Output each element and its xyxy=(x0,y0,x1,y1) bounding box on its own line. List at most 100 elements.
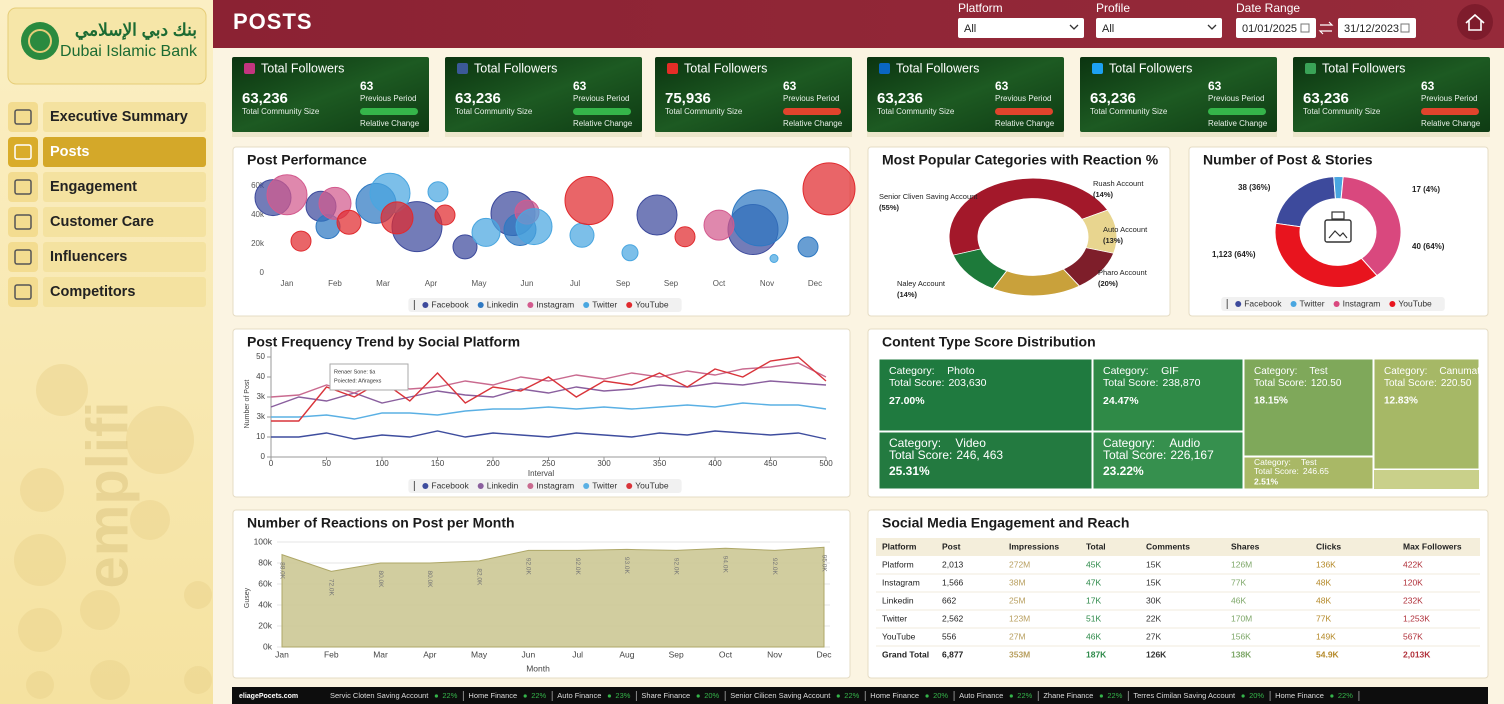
score-value: 120.50 xyxy=(1311,378,1342,389)
ticker-dot xyxy=(1241,694,1245,698)
ticker-value: 22% xyxy=(531,691,546,700)
area-series xyxy=(281,546,825,648)
kpi-value-caption: Total Community Size xyxy=(1303,107,1381,116)
home-button[interactable] xyxy=(1457,4,1493,40)
x-tick-label: Jan xyxy=(281,279,294,288)
watermark-icon xyxy=(90,660,130,700)
y-tick-label: 3k xyxy=(257,392,266,401)
x-tick-label: Jun xyxy=(522,649,536,659)
ticker-value: 23% xyxy=(615,691,630,700)
line-series xyxy=(270,380,827,408)
legend-label: YouTube xyxy=(1398,298,1432,308)
kpi-change-bar xyxy=(1421,108,1479,115)
nav-item[interactable]: Posts xyxy=(8,137,206,167)
ticker-value: 20% xyxy=(704,691,719,700)
home-bg xyxy=(1457,4,1493,40)
legend-swatch xyxy=(583,302,590,308)
score-value: 246.65 xyxy=(1303,466,1329,476)
kpi-icon xyxy=(244,63,255,74)
filter-dropdown[interactable]: All xyxy=(958,18,1084,38)
legend-label: Linkedin xyxy=(487,299,519,309)
panel-title: Social Media Engagement and Reach xyxy=(882,515,1129,531)
legend-bg xyxy=(1221,297,1445,311)
logo-emblem-inner xyxy=(28,29,52,53)
table-cell: 136K xyxy=(1316,559,1336,569)
kpi-previous: 63 xyxy=(360,79,374,93)
table-cell: 567K xyxy=(1403,631,1423,641)
watermark-icon xyxy=(130,500,170,540)
ticker-name: Servic Cloten Saving Account xyxy=(330,691,429,700)
kpi-value: 75,936 xyxy=(665,90,711,107)
nav-item[interactable]: Influencers xyxy=(8,242,206,272)
legend-swatch xyxy=(477,302,484,308)
slice-value: (13%) xyxy=(1103,236,1124,245)
treemap-score: Total Score: 120.50 xyxy=(1254,378,1342,389)
kpi-previous: 63 xyxy=(783,79,797,93)
dropdown-box xyxy=(1096,18,1222,38)
date-input[interactable]: 31/12/2023 xyxy=(1338,18,1416,38)
x-tick-label: Aug xyxy=(619,649,634,659)
legend-label: Instagram xyxy=(536,299,574,309)
x-tick-label: Dec xyxy=(816,649,832,659)
table-cell: 30K xyxy=(1146,595,1161,605)
ticker-bar xyxy=(232,687,1488,704)
x-tick-label: 250 xyxy=(542,459,556,468)
table-header-bg xyxy=(876,538,1480,556)
table-cell: 22K xyxy=(1146,613,1161,623)
x-tick-label: Feb xyxy=(328,279,342,288)
date-box xyxy=(1236,18,1316,38)
ticker-value: 20% xyxy=(933,691,948,700)
table-cell: Platform xyxy=(882,559,914,569)
legend-swatch xyxy=(1235,301,1242,307)
watermark-icon xyxy=(184,581,212,609)
nav-label-box xyxy=(43,102,206,132)
nav-item[interactable]: Customer Care xyxy=(8,207,206,237)
table-total: 6,877 xyxy=(942,649,964,659)
watermark-icon xyxy=(18,608,62,652)
nav-item[interactable]: Executive Summary xyxy=(8,102,206,132)
date-input[interactable]: 01/01/2025 xyxy=(1236,18,1316,38)
data-label: 94.0K xyxy=(722,556,729,574)
y-tick-label: 40k xyxy=(251,210,265,219)
score-value: 238,870 xyxy=(1162,377,1200,389)
kpi-value-caption: Total Community Size xyxy=(1090,107,1168,116)
legend-label: Facebook xyxy=(1244,298,1282,308)
table-cell: YouTube xyxy=(882,631,916,641)
data-label: 92.0K xyxy=(771,558,778,576)
treemap-share: 25.31% xyxy=(889,464,930,478)
ticker-name: Senior Cilicen Saving Account xyxy=(730,691,831,700)
table-cell: 170M xyxy=(1231,613,1252,623)
table-total: 187K xyxy=(1086,649,1107,659)
kpi-previous-caption: Previous Period xyxy=(1421,94,1477,103)
nav-label: Engagement xyxy=(50,179,137,195)
kpi-title: Total Followers xyxy=(684,61,767,75)
nav-label: Executive Summary xyxy=(50,109,188,125)
kpi-value: 63,236 xyxy=(242,90,288,107)
legend-bg xyxy=(408,298,682,312)
nav-label-box xyxy=(43,207,206,237)
nav-item[interactable]: Competitors xyxy=(8,277,206,307)
ticker-value: 22% xyxy=(1338,691,1353,700)
date-arrows xyxy=(1318,21,1334,35)
filter-dropdown[interactable]: All xyxy=(1096,18,1222,38)
dropdown-value: All xyxy=(1102,23,1114,35)
bubble xyxy=(452,234,478,260)
category-name: Photo xyxy=(947,365,975,377)
kpi-value-caption: Total Community Size xyxy=(242,107,320,116)
table-header: Max Followers xyxy=(1403,541,1462,551)
legend-label: Linkedin xyxy=(487,480,519,490)
nav-icon-box xyxy=(8,102,38,132)
score-value: 246, 463 xyxy=(956,448,1003,462)
donut-slice xyxy=(1340,176,1402,277)
table-cell: 46K xyxy=(1086,631,1101,641)
table-header: Shares xyxy=(1231,541,1260,551)
watermark: emplifi xyxy=(75,402,140,589)
legend-swatch xyxy=(527,302,534,308)
treemap-share: 23.22% xyxy=(1103,464,1144,478)
data-label: 92.0K xyxy=(525,558,532,576)
date-value: 01/01/2025 xyxy=(1242,23,1297,35)
nav-item[interactable]: Engagement xyxy=(8,172,206,202)
bubble xyxy=(569,222,595,248)
ticker-name: Share Finance xyxy=(641,691,690,700)
